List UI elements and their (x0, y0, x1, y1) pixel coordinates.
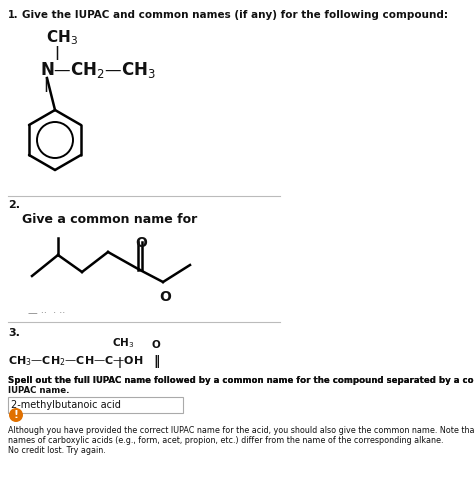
Text: |: | (54, 46, 59, 60)
Text: — ··  · ··: — ·· · ·· (28, 308, 65, 318)
Text: CH$_3$$\mathbf{—}$CH$_2$$\mathbf{—}$CH$\mathbf{—}$C$\mathbf{—}$OH: CH$_3$$\mathbf{—}$CH$_2$$\mathbf{—}$CH$\… (8, 354, 144, 368)
Text: No credit lost. Try again.: No credit lost. Try again. (8, 446, 106, 455)
Text: 1.: 1. (8, 10, 18, 20)
Text: IUPAC name.: IUPAC name. (8, 386, 70, 395)
Text: Give a common name for: Give a common name for (22, 213, 197, 226)
Text: N$\mathbf{—}$CH$_2$$\mathbf{—}$CH$_3$: N$\mathbf{—}$CH$_2$$\mathbf{—}$CH$_3$ (40, 60, 156, 80)
Text: Give the IUPAC and common names (if any) for the following compound:: Give the IUPAC and common names (if any)… (22, 10, 448, 20)
Text: Spell out the full IUPAC name followed by a common name for the compound separat: Spell out the full IUPAC name followed b… (8, 376, 474, 385)
Text: 2-methylbutanoic acid: 2-methylbutanoic acid (11, 400, 121, 410)
Text: O: O (152, 340, 161, 350)
Text: Although you have provided the correct IUPAC name for the acid, you should also : Although you have provided the correct I… (8, 426, 474, 435)
Text: CH$_3$: CH$_3$ (112, 336, 135, 350)
Text: 2.: 2. (8, 200, 20, 210)
Text: |: | (118, 357, 122, 368)
Text: names of carboxylic acids (e.g., form, acet, propion, etc.) differ from the name: names of carboxylic acids (e.g., form, a… (8, 436, 444, 445)
Text: 3.: 3. (8, 328, 20, 338)
Text: CH$_3$: CH$_3$ (46, 28, 78, 47)
Text: |: | (43, 78, 48, 92)
Text: Spell out the full IUPAC name followed by a common name for the compound separat: Spell out the full IUPAC name followed b… (8, 376, 474, 385)
FancyBboxPatch shape (8, 397, 183, 413)
Text: O: O (159, 290, 171, 304)
Text: ‖: ‖ (153, 355, 159, 368)
Text: O: O (135, 236, 147, 250)
Circle shape (9, 408, 23, 422)
Text: !: ! (14, 410, 18, 420)
